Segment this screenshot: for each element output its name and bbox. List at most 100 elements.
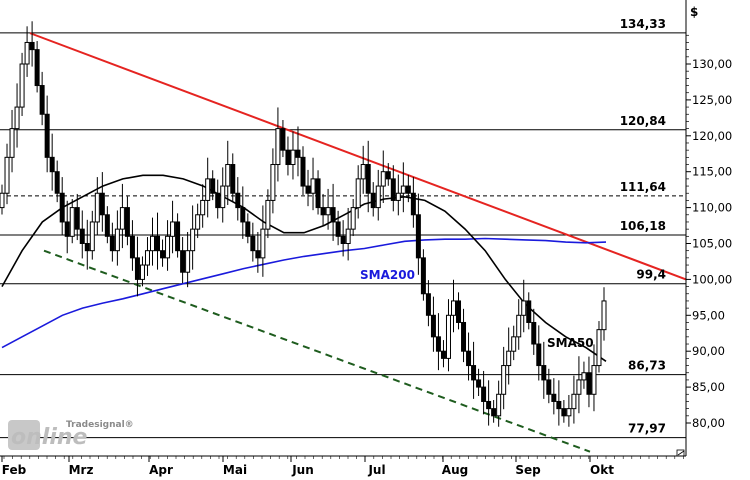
candlestick (400, 162, 406, 213)
candle-body (250, 235, 256, 252)
candle-body (49, 156, 55, 173)
x-tick-label: Mrz (69, 463, 94, 477)
candlestick (451, 279, 456, 333)
candlestick (481, 370, 487, 415)
candle-body (415, 214, 421, 259)
candlestick (305, 169, 311, 207)
candle-body (300, 156, 306, 187)
candle-body (205, 178, 211, 201)
currency-label: $ (690, 5, 698, 19)
candle-body (380, 171, 386, 187)
candle-body (4, 156, 10, 194)
level-label: 86,73 (628, 359, 666, 373)
candlestick (531, 308, 537, 355)
candlestick (365, 140, 371, 213)
candle-body (405, 185, 411, 194)
candle-body (0, 192, 5, 209)
candle-body (360, 164, 366, 180)
candle-body (456, 300, 462, 323)
watermark-logo-text: online (11, 425, 88, 450)
candle-body (150, 235, 155, 252)
candle-body (551, 393, 557, 402)
candle-body (385, 171, 391, 180)
level-label: 106,18 (620, 219, 666, 233)
candle-body (290, 149, 296, 166)
candle-body (325, 207, 331, 216)
candlestick (410, 177, 416, 228)
candle-body (180, 250, 186, 273)
candle-body (225, 164, 231, 187)
candle-body (586, 372, 592, 395)
candle-body (566, 408, 572, 417)
level-label: 77,97 (628, 422, 666, 436)
candle-body (496, 393, 502, 417)
candlestick (581, 361, 587, 389)
candle-body (270, 164, 276, 201)
candle-body (190, 228, 196, 252)
candlestick (506, 327, 512, 385)
candlestick (385, 163, 391, 186)
candlestick (59, 177, 65, 235)
candlestick (134, 236, 140, 297)
candle-body (410, 192, 416, 216)
candlestick (536, 325, 542, 381)
candlestick (265, 189, 271, 239)
candle-body (571, 393, 577, 410)
candlestick (275, 107, 281, 182)
candlestick (144, 237, 150, 276)
candle-body (425, 293, 431, 316)
watermark-logo: Tradesignal®online (8, 420, 134, 450)
candlestick (160, 239, 166, 267)
resize-handle-mark (677, 450, 685, 456)
candlestick (541, 341, 547, 399)
candlestick (556, 380, 562, 426)
candle-body (19, 63, 25, 108)
sma50-label: SMA50 (547, 336, 594, 350)
candle-body (491, 408, 497, 417)
candlestick (486, 380, 492, 426)
candlestick (285, 136, 291, 176)
candle-body (420, 257, 426, 295)
candle-body (230, 164, 236, 194)
candle-body (260, 228, 266, 259)
candlestick (561, 400, 567, 423)
candle-body (400, 185, 406, 194)
candlestick (170, 200, 176, 254)
candle-body (69, 207, 75, 237)
candlestick (255, 232, 261, 273)
candlestick (476, 368, 482, 397)
candle-body (200, 199, 206, 216)
candle-body (501, 365, 507, 395)
candlestick (99, 172, 105, 232)
candlestick (516, 299, 522, 350)
candle-body (139, 264, 145, 280)
candlestick (466, 332, 472, 381)
candle-body (44, 113, 50, 158)
watermark-brand: Tradesignal® (66, 420, 134, 430)
candlestick (395, 174, 401, 216)
candle-body (330, 207, 336, 223)
candlestick (69, 198, 75, 244)
candlestick (124, 196, 130, 246)
candlestick (496, 380, 502, 427)
candlestick (461, 308, 467, 363)
y-tick-label: 110,00 (692, 201, 732, 215)
candle-body (275, 128, 281, 166)
resistance-trendline (29, 32, 687, 281)
candlestick (586, 356, 592, 408)
candle-body (541, 365, 547, 381)
candlestick (190, 205, 196, 270)
candlestick (29, 21, 35, 67)
resize-handle-icon[interactable] (676, 449, 685, 457)
candle-body (435, 336, 441, 352)
candle-body (9, 128, 15, 158)
candle-body (581, 372, 587, 381)
candlestick (571, 375, 577, 424)
candlestick (19, 52, 25, 116)
candle-body (445, 314, 451, 359)
candlestick (596, 321, 602, 373)
candlestick (49, 133, 55, 191)
candle-body (561, 408, 567, 417)
candlestick (220, 167, 226, 223)
